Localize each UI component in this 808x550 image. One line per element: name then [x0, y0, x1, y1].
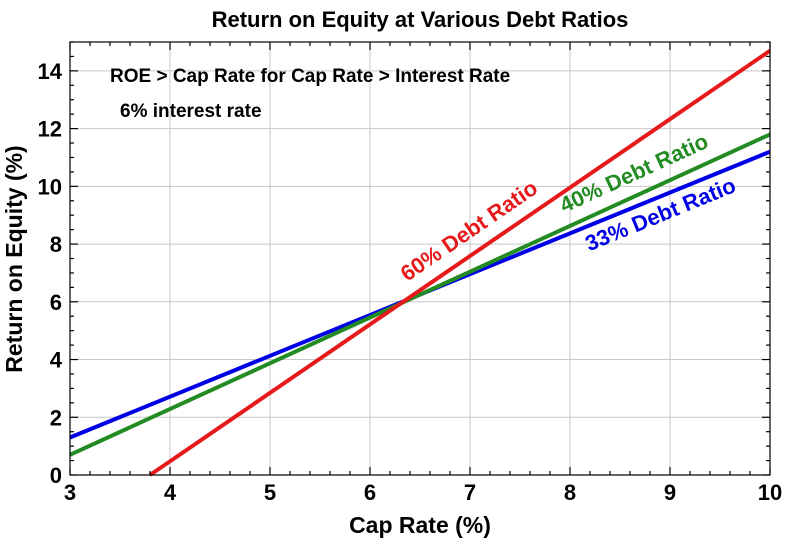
- axis-ticks: [69, 41, 771, 476]
- x-tick-label: 6: [364, 480, 376, 505]
- x-tick-label: 3: [64, 480, 76, 505]
- y-tick-label: 12: [38, 117, 62, 142]
- y-axis-label: Return on Equity (%): [1, 145, 27, 372]
- series-line-1: [69, 132, 771, 457]
- x-tick-label: 7: [464, 480, 476, 505]
- chart-title: Return on Equity at Various Debt Ratios: [212, 7, 629, 32]
- y-tick-label: 10: [38, 174, 62, 199]
- series-line-2: [148, 49, 772, 477]
- series-label-2: 60% Debt Ratio: [396, 175, 542, 286]
- x-tick-label: 4: [164, 480, 177, 505]
- y-tick-label: 8: [50, 232, 62, 257]
- series-lines: [69, 49, 772, 477]
- x-axis-label: Cap Rate (%): [349, 512, 491, 538]
- y-tick-label: 4: [50, 348, 63, 373]
- tick-labels: 3 4 5 6 7 8 9 10 0 2 4 6 8 10 12 14: [38, 59, 783, 505]
- y-tick-label: 6: [50, 290, 62, 315]
- x-tick-label: 9: [664, 480, 676, 505]
- y-tick-label: 0: [50, 463, 62, 488]
- x-tick-label: 10: [758, 480, 782, 505]
- y-tick-label: 14: [38, 59, 63, 84]
- annotation-roe-condition: ROE > Cap Rate for Cap Rate > Interest R…: [110, 66, 510, 87]
- x-tick-label: 5: [264, 480, 276, 505]
- x-tick-label: 8: [564, 480, 576, 505]
- y-tick-label: 2: [50, 405, 62, 430]
- annotation-interest-rate: 6% interest rate: [120, 101, 262, 122]
